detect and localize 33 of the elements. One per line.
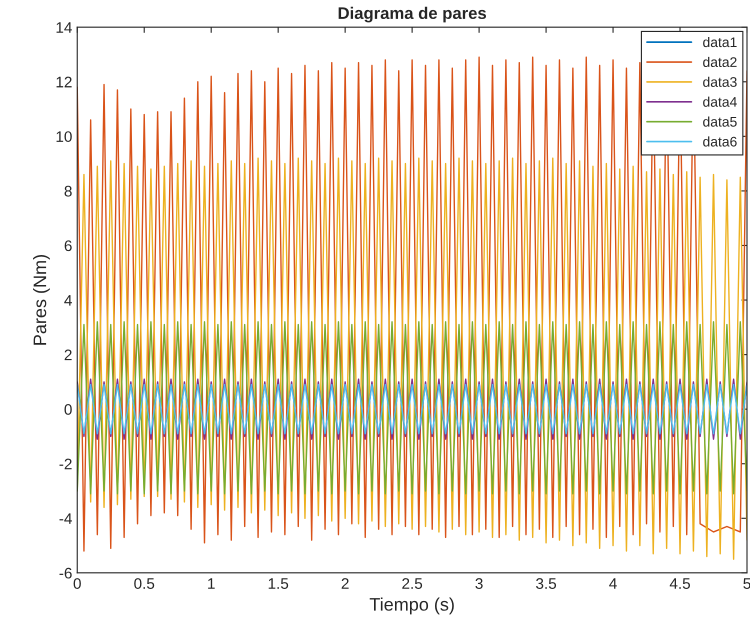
y-tick-label: 2: [64, 349, 72, 360]
x-tick-label: 1: [208, 578, 215, 589]
y-tick-label: 10: [56, 131, 72, 142]
legend-label: data1: [703, 36, 737, 48]
chart-title: Diagrama de pares: [338, 6, 486, 22]
y-tick-label: 12: [56, 76, 72, 88]
x-tick-label: 3: [475, 578, 483, 589]
line-series: [77, 157, 747, 560]
legend-label: data3: [703, 76, 737, 87]
y-tick-label: -2: [59, 458, 72, 470]
x-tick-label: 1.5: [268, 578, 288, 589]
x-tick-label: 0: [74, 578, 81, 589]
legend-label: data6: [703, 136, 737, 147]
y-tick-label: 6: [64, 240, 72, 252]
y-axis-title: Pares (Nm): [33, 255, 50, 345]
legend-label: data5: [703, 116, 737, 127]
x-tick-label: 0.5: [134, 578, 154, 589]
y-tick-label: -6: [59, 568, 72, 579]
x-tick-label: 4.5: [670, 578, 690, 589]
legend-label: data4: [703, 96, 737, 107]
line-series: [77, 56, 747, 552]
x-tick-label: 2: [342, 578, 349, 589]
line-series: [77, 321, 747, 494]
legend-label: data2: [703, 56, 737, 68]
y-tick-label: 0: [64, 404, 72, 415]
x-tick-label: 4: [609, 578, 617, 589]
y-tick-label: -4: [59, 513, 72, 524]
x-tick-label: 2.5: [402, 578, 422, 589]
y-tick-label: 8: [64, 186, 72, 197]
y-tick-label: 14: [56, 22, 72, 33]
x-axis-title: Tiempo (s): [370, 598, 454, 614]
x-tick-label: 3.5: [536, 578, 556, 589]
y-tick-label: 4: [64, 295, 72, 306]
